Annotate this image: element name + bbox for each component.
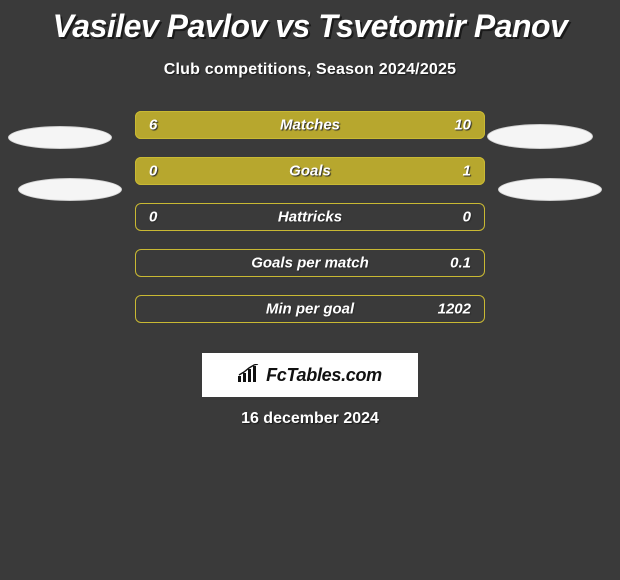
page-title: Vasilev Pavlov vs Tsvetomir Panov	[0, 0, 620, 45]
stat-label: Hattricks	[278, 209, 342, 226]
brand-label: FcTables.com	[266, 365, 382, 386]
brand-box: FcTables.com	[202, 353, 418, 397]
stat-label: Goals per match	[251, 255, 369, 272]
stat-row: 0 Hattricks 0	[135, 203, 485, 231]
stat-row: 6 Matches 10	[135, 111, 485, 139]
stat-label: Min per goal	[266, 301, 354, 318]
date-label: 16 december 2024	[0, 410, 620, 428]
stat-row: 0 Goals 1	[135, 157, 485, 185]
chart-icon	[238, 364, 260, 387]
stat-bars: 6Matches100Goals10Hattricks0Goals per ma…	[0, 111, 620, 323]
stat-right-value: 0	[463, 209, 471, 226]
stat-right-value: 0.1	[450, 255, 471, 272]
stat-row: Goals per match 0.1	[135, 249, 485, 277]
stat-left-value: 0	[149, 163, 157, 180]
stat-right-value: 10	[454, 117, 471, 134]
stat-right-value: 1	[463, 163, 471, 180]
stat-left-value: 6	[149, 117, 157, 134]
comparison-card: Vasilev Pavlov vs Tsvetomir Panov Club c…	[0, 0, 620, 580]
page-subtitle: Club competitions, Season 2024/2025	[0, 61, 620, 79]
stat-right-value: 1202	[438, 301, 471, 318]
stat-label: Matches	[280, 117, 340, 134]
stat-left-value: 0	[149, 209, 157, 226]
stat-row: Min per goal 1202	[135, 295, 485, 323]
stat-label: Goals	[289, 163, 331, 180]
